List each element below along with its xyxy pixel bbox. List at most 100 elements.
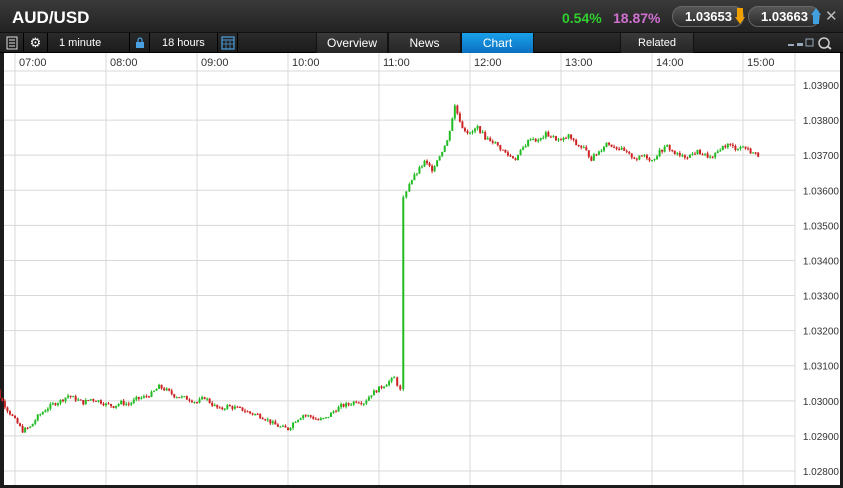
- candle-body: [714, 153, 717, 158]
- candle-body: [188, 399, 191, 401]
- candle-body: [97, 400, 100, 402]
- candle-body: [269, 419, 272, 424]
- candle-body: [314, 418, 317, 420]
- candle-body: [691, 153, 694, 155]
- list-view-button[interactable]: [0, 33, 24, 53]
- candle-body: [491, 141, 494, 143]
- candle-body: [127, 403, 130, 405]
- candle-body: [396, 377, 399, 386]
- candle-body: [519, 149, 522, 155]
- candle-body: [261, 418, 264, 420]
- candle-body: [360, 403, 363, 405]
- candle-body: [423, 160, 426, 167]
- candle-body: [137, 397, 140, 399]
- candle-body: [570, 134, 573, 139]
- candle-body: [135, 397, 138, 400]
- candle-body: [264, 419, 267, 421]
- related-button[interactable]: Related: [620, 33, 694, 53]
- candle-body: [661, 149, 664, 152]
- candle-body: [681, 155, 684, 157]
- y-tick-label: 1.03700: [803, 151, 840, 162]
- candle-body: [736, 148, 739, 150]
- candle-body: [744, 146, 747, 149]
- search-icon[interactable]: [818, 37, 830, 49]
- price-chart[interactable]: 07:00 08:00 09:00 10:00 11:00 12:00 13:00 14:00…: [0, 53, 843, 488]
- candle-body: [198, 399, 201, 403]
- candle-body: [307, 415, 310, 417]
- candle-body: [602, 146, 605, 151]
- candle-body: [254, 413, 257, 415]
- candle-body: [99, 400, 102, 404]
- tab-news[interactable]: News: [388, 33, 461, 53]
- candle-body: [577, 144, 580, 147]
- candle-body: [752, 152, 755, 154]
- candle-body: [597, 151, 600, 155]
- candle-body: [221, 407, 224, 410]
- interval-value: 1 minute: [59, 37, 102, 49]
- candle-body: [408, 184, 411, 192]
- candle-body: [271, 421, 274, 424]
- candle-body: [474, 128, 477, 132]
- candle-body: [405, 191, 408, 198]
- candle-body: [476, 126, 479, 129]
- interval-select[interactable]: 1 minute: [48, 33, 130, 53]
- x-tick-label: 10:00: [292, 57, 320, 69]
- restore-icon[interactable]: [797, 43, 803, 46]
- candle-body: [509, 155, 512, 157]
- candle-body: [241, 407, 244, 411]
- candle-body: [549, 136, 552, 138]
- close-icon[interactable]: ✕: [825, 8, 838, 25]
- candle-body: [110, 403, 113, 407]
- candle-body: [0, 390, 1, 399]
- tab-news-label: News: [409, 36, 440, 50]
- candle-body: [716, 151, 719, 154]
- candle-body: [335, 411, 338, 413]
- minimize-icon[interactable]: [788, 44, 794, 46]
- settings-gear-icon[interactable]: ⚙: [24, 33, 48, 53]
- candle-body: [62, 399, 65, 402]
- candle-body: [82, 400, 85, 405]
- candle-body: [140, 397, 143, 399]
- candle-body: [388, 381, 391, 385]
- candle-body: [183, 396, 186, 398]
- candle-body: [494, 142, 497, 144]
- tab-overview[interactable]: Overview: [316, 33, 388, 53]
- candle-body: [704, 153, 707, 155]
- plot-area: [4, 53, 795, 485]
- candle-body: [522, 147, 525, 150]
- ask-price-button[interactable]: 1.03663: [748, 6, 820, 27]
- candle-body: [44, 410, 47, 413]
- candle-body: [347, 403, 350, 405]
- lock-icon[interactable]: [130, 33, 150, 53]
- candle-body: [51, 403, 54, 405]
- y-tick-label: 1.02800: [803, 467, 840, 478]
- maximize-icon[interactable]: [805, 38, 814, 47]
- candle-body: [115, 405, 118, 408]
- candle-body: [469, 132, 471, 134]
- candle-body: [196, 402, 198, 404]
- candle-body: [29, 426, 32, 428]
- calendar-icon[interactable]: [218, 33, 238, 53]
- range-select[interactable]: 18 hours: [150, 33, 218, 53]
- candle-body: [542, 137, 545, 139]
- candle-body: [208, 398, 211, 403]
- candle-body: [231, 406, 234, 409]
- tab-chart[interactable]: Chart: [461, 33, 534, 53]
- candle-body: [370, 395, 373, 398]
- candle-body: [448, 130, 451, 141]
- bid-price-button[interactable]: 1.03653: [672, 6, 744, 27]
- candle-body: [206, 398, 209, 400]
- candle-body: [299, 418, 302, 420]
- candle-body: [228, 405, 231, 407]
- x-tick-label: 15:00: [747, 57, 775, 69]
- candle-body: [74, 396, 77, 401]
- candle-body: [610, 144, 613, 147]
- candle-body: [608, 142, 611, 145]
- candle-body: [630, 153, 633, 158]
- candle-body: [19, 423, 22, 426]
- candle-body: [380, 386, 383, 388]
- candle-body: [458, 113, 461, 122]
- candle-body: [1, 398, 4, 402]
- candle-body: [739, 146, 742, 149]
